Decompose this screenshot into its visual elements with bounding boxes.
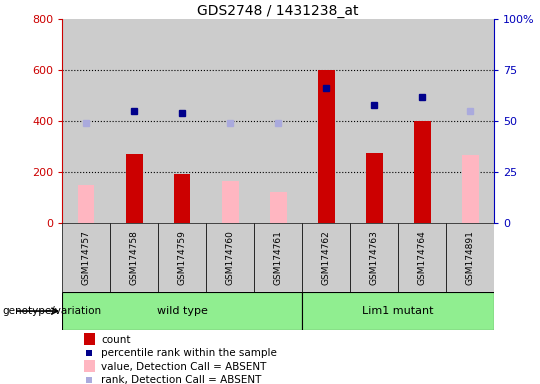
Text: wild type: wild type [157,306,207,316]
Bar [62,223,110,292]
Bar [222,181,239,223]
Bar [414,121,430,223]
Bar [398,19,446,223]
Text: value, Detection Call = ABSENT: value, Detection Call = ABSENT [101,362,266,372]
Text: percentile rank within the sample: percentile rank within the sample [101,348,277,358]
Text: GSM174763: GSM174763 [369,230,379,285]
Text: count: count [101,335,131,345]
Title: GDS2748 / 1431238_at: GDS2748 / 1431238_at [197,4,359,18]
Bar [110,19,158,223]
Text: GSM174760: GSM174760 [226,230,234,285]
Text: GSM174762: GSM174762 [322,230,330,285]
Bar [84,360,94,372]
Bar [174,174,191,223]
Bar [62,292,302,330]
Text: GSM174759: GSM174759 [178,230,187,285]
Text: rank, Detection Call = ABSENT: rank, Detection Call = ABSENT [101,375,261,384]
Bar [366,153,382,223]
Bar [302,223,350,292]
Bar [126,154,143,223]
Bar [254,19,302,223]
Text: GSM174764: GSM174764 [417,230,427,285]
Bar [302,292,494,330]
Bar [206,223,254,292]
Bar [462,155,478,223]
Bar [158,19,206,223]
Text: GSM174757: GSM174757 [82,230,91,285]
Text: Lim1 mutant: Lim1 mutant [362,306,434,316]
Bar [350,223,398,292]
Bar [269,192,287,223]
Bar [78,185,94,223]
Text: GSM174891: GSM174891 [465,230,475,285]
Bar [446,19,494,223]
Bar [318,70,334,223]
Bar [254,223,302,292]
Bar [110,223,158,292]
Bar [350,19,398,223]
Bar [206,19,254,223]
Bar [158,223,206,292]
Text: GSM174761: GSM174761 [274,230,282,285]
Text: genotype/variation: genotype/variation [3,306,102,316]
Text: GSM174758: GSM174758 [130,230,139,285]
Bar [302,19,350,223]
Bar [84,333,94,345]
Bar [398,223,446,292]
Bar [446,223,494,292]
Bar [62,19,110,223]
